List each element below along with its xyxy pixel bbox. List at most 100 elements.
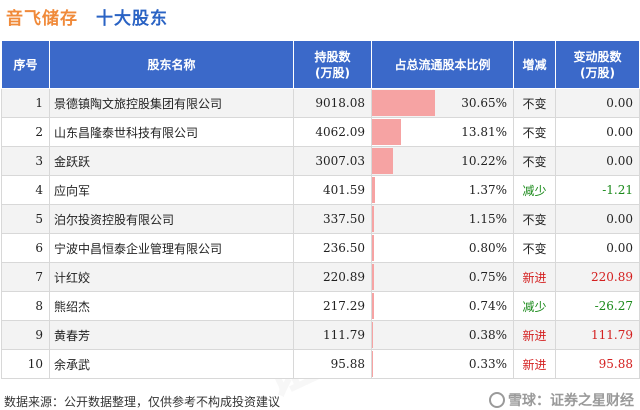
shares-held-cell: 111.79 bbox=[293, 320, 372, 350]
col-header-delta: 变动股数 (万股) bbox=[555, 40, 640, 89]
change-status-cell: 不变 bbox=[513, 204, 556, 234]
shareholder-name-cell: 应向军 bbox=[49, 175, 294, 205]
shareholder-name-cell: 泊尔投资控股有限公司 bbox=[49, 204, 294, 234]
shareholder-name-cell: 金跃跃 bbox=[49, 146, 294, 176]
float-ratio-cell: 0.74% bbox=[371, 291, 514, 321]
rank-cell: 10 bbox=[1, 349, 50, 379]
float-ratio-bar bbox=[372, 148, 394, 174]
rank-cell: 6 bbox=[1, 233, 50, 263]
float-ratio-cell: 0.80% bbox=[371, 233, 514, 263]
snowball-logo-icon bbox=[489, 392, 505, 408]
float-ratio-cell: 1.37% bbox=[371, 175, 514, 205]
col-header-change: 增减 bbox=[513, 40, 556, 89]
float-ratio-bar bbox=[372, 235, 374, 261]
col-header-name: 股东名称 bbox=[49, 40, 294, 89]
table-header-row: 序号 股东名称 持股数 (万股) 占总流通股本比例 增减 变动股数 (万股) bbox=[1, 40, 640, 89]
rank-cell: 9 bbox=[1, 320, 50, 350]
change-status-cell: 减少 bbox=[513, 291, 556, 321]
float-ratio-cell: 0.75% bbox=[371, 262, 514, 292]
table-row: 6 宁波中昌恒泰企业管理有限公司 236.50 0.80% 不变 0.00 bbox=[1, 233, 640, 263]
share-delta-cell: -26.27 bbox=[555, 291, 640, 321]
rank-cell: 5 bbox=[1, 204, 50, 234]
float-ratio-bar bbox=[372, 293, 374, 319]
change-status-cell: 新进 bbox=[513, 262, 556, 292]
float-ratio-bar bbox=[372, 351, 373, 377]
shares-held-cell: 217.29 bbox=[293, 291, 372, 321]
col-header-shares: 持股数 (万股) bbox=[293, 40, 372, 89]
float-ratio-bar bbox=[372, 177, 375, 203]
float-ratio-text: 0.74% bbox=[468, 299, 507, 313]
page-header: 音飞储存 十大股东 bbox=[0, 0, 640, 30]
shareholder-name-cell: 计红姣 bbox=[49, 262, 294, 292]
table-row: 5 泊尔投资控股有限公司 337.50 1.15% 不变 0.00 bbox=[1, 204, 640, 234]
table-row: 10 余承武 95.88 0.33% 新进 95.88 bbox=[1, 349, 640, 379]
share-delta-cell: 95.88 bbox=[555, 349, 640, 379]
share-delta-cell: 0.00 bbox=[555, 146, 640, 176]
brand-text: 雪球：证券之星财经 bbox=[508, 393, 634, 409]
rank-cell: 1 bbox=[1, 88, 50, 118]
col-header-shares-l2: (万股) bbox=[315, 65, 350, 80]
float-ratio-text: 10.22% bbox=[461, 154, 507, 168]
shareholder-name-cell: 余承武 bbox=[49, 349, 294, 379]
shares-held-cell: 4062.09 bbox=[293, 117, 372, 147]
table-row: 2 山东昌隆泰世科技有限公司 4062.09 13.81% 不变 0.00 bbox=[1, 117, 640, 147]
float-ratio-text: 13.81% bbox=[461, 125, 507, 139]
rank-cell: 7 bbox=[1, 262, 50, 292]
shareholder-name-cell: 景德镇陶文旅控股集团有限公司 bbox=[49, 88, 294, 118]
float-ratio-bar bbox=[372, 322, 373, 348]
float-ratio-cell: 10.22% bbox=[371, 146, 514, 176]
rank-cell: 4 bbox=[1, 175, 50, 205]
shareholder-name-cell: 熊绍杰 bbox=[49, 291, 294, 321]
share-delta-cell: 111.79 bbox=[555, 320, 640, 350]
shares-held-cell: 337.50 bbox=[293, 204, 372, 234]
shareholder-name-cell: 山东昌隆泰世科技有限公司 bbox=[49, 117, 294, 147]
share-delta-cell: 0.00 bbox=[555, 117, 640, 147]
float-ratio-bar bbox=[372, 264, 374, 290]
share-delta-cell: 0.00 bbox=[555, 204, 640, 234]
change-status-cell: 新进 bbox=[513, 349, 556, 379]
shareholder-name-cell: 黄春芳 bbox=[49, 320, 294, 350]
shares-held-cell: 236.50 bbox=[293, 233, 372, 263]
change-status-cell: 不变 bbox=[513, 233, 556, 263]
float-ratio-text: 0.33% bbox=[468, 357, 507, 371]
float-ratio-bar bbox=[372, 119, 401, 145]
float-ratio-cell: 0.38% bbox=[371, 320, 514, 350]
table-row: 3 金跃跃 3007.03 10.22% 不变 0.00 bbox=[1, 146, 640, 176]
col-header-delta-l2: (万股) bbox=[580, 65, 615, 80]
share-delta-cell: 0.00 bbox=[555, 88, 640, 118]
data-source-note: 数据来源：公开数据整理，仅供参考不构成投资建议 bbox=[4, 395, 281, 409]
float-ratio-text: 0.80% bbox=[468, 241, 507, 255]
float-ratio-cell: 0.33% bbox=[371, 349, 514, 379]
table-row: 1 景德镇陶文旅控股集团有限公司 9018.08 30.65% 不变 0.00 bbox=[1, 88, 640, 118]
col-header-delta-l1: 变动股数 bbox=[573, 49, 622, 64]
float-ratio-bar bbox=[372, 90, 436, 116]
shares-held-cell: 95.88 bbox=[293, 349, 372, 379]
change-status-cell: 不变 bbox=[513, 117, 556, 147]
float-ratio-cell: 13.81% bbox=[371, 117, 514, 147]
float-ratio-text: 0.75% bbox=[468, 270, 507, 284]
col-header-rank: 序号 bbox=[1, 40, 50, 89]
rank-cell: 8 bbox=[1, 291, 50, 321]
rank-cell: 2 bbox=[1, 117, 50, 147]
change-status-cell: 减少 bbox=[513, 175, 556, 205]
change-status-cell: 不变 bbox=[513, 146, 556, 176]
share-delta-cell: 220.89 bbox=[555, 262, 640, 292]
company-title: 音飞储存 bbox=[6, 9, 78, 29]
share-delta-cell: 0.00 bbox=[555, 233, 640, 263]
top-shareholders-table: 序号 股东名称 持股数 (万股) 占总流通股本比例 增减 变动股数 (万股) 1 景德… bbox=[1, 40, 640, 379]
float-ratio-text: 1.15% bbox=[468, 212, 507, 226]
brand-watermark: 雪球：证券之星财经 bbox=[489, 390, 634, 410]
section-title: 十大股东 bbox=[96, 9, 168, 29]
change-status-cell: 不变 bbox=[513, 88, 556, 118]
float-ratio-cell: 1.15% bbox=[371, 204, 514, 234]
table-row: 8 熊绍杰 217.29 0.74% 减少 -26.27 bbox=[1, 291, 640, 321]
shares-held-cell: 220.89 bbox=[293, 262, 372, 292]
float-ratio-text: 1.37% bbox=[468, 183, 507, 197]
shares-held-cell: 401.59 bbox=[293, 175, 372, 205]
float-ratio-text: 30.65% bbox=[461, 96, 507, 110]
change-status-cell: 新进 bbox=[513, 320, 556, 350]
rank-cell: 3 bbox=[1, 146, 50, 176]
float-ratio-text: 0.38% bbox=[468, 328, 507, 342]
shareholder-name-cell: 宁波中昌恒泰企业管理有限公司 bbox=[49, 233, 294, 263]
float-ratio-cell: 30.65% bbox=[371, 88, 514, 118]
